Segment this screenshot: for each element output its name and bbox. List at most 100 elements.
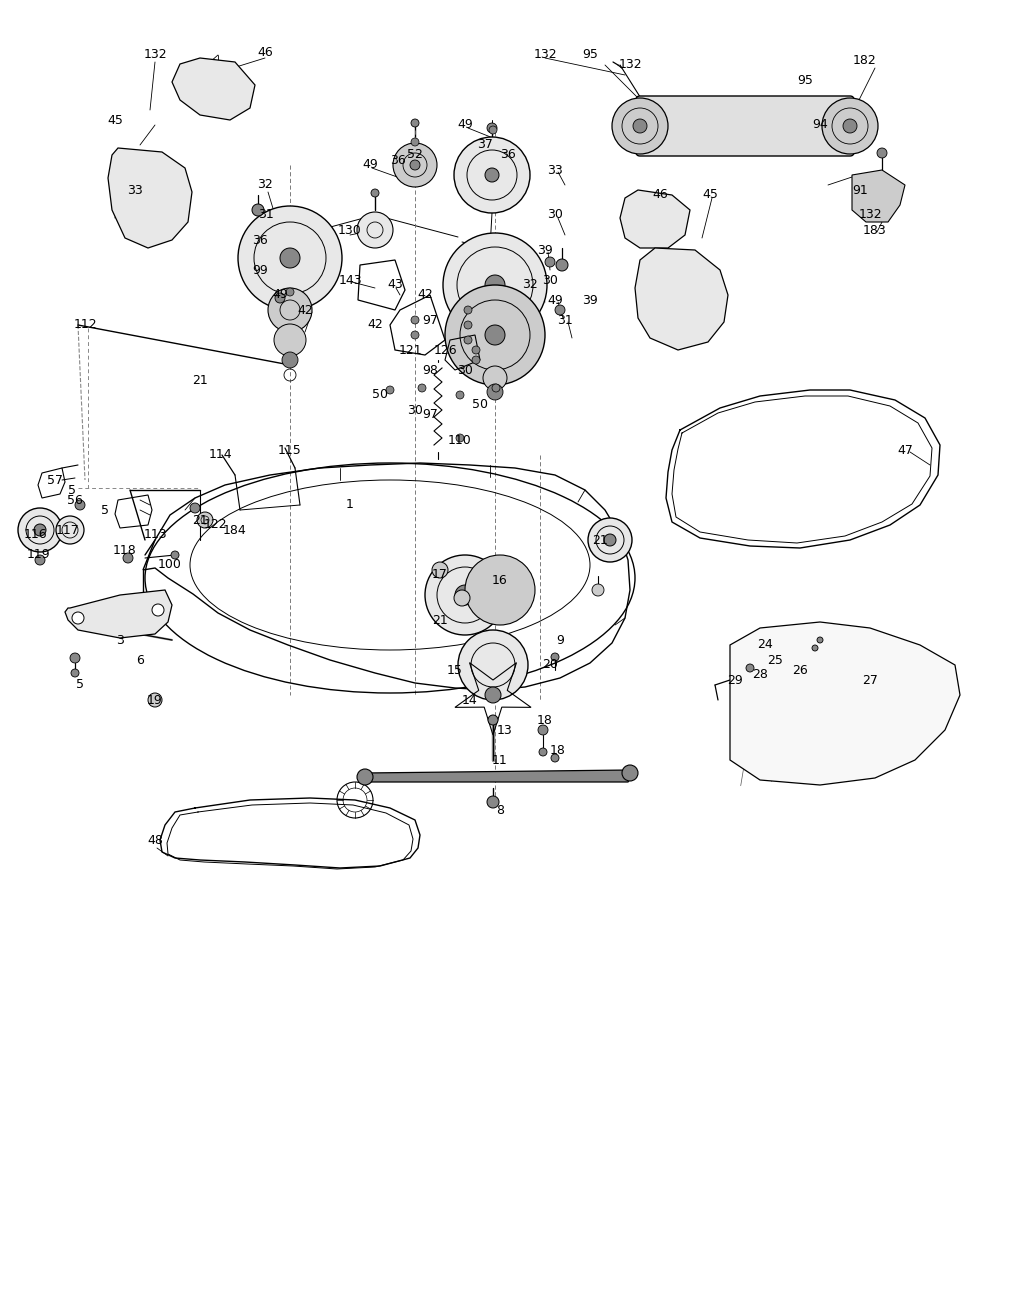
Text: 37: 37 <box>477 138 493 151</box>
Text: 17: 17 <box>432 569 447 582</box>
Text: 30: 30 <box>457 363 473 376</box>
Circle shape <box>622 765 638 780</box>
Circle shape <box>492 384 500 392</box>
Circle shape <box>472 357 480 365</box>
Circle shape <box>551 653 559 661</box>
FancyBboxPatch shape <box>636 96 854 157</box>
Circle shape <box>464 321 472 329</box>
Text: 46: 46 <box>257 46 272 58</box>
Text: 9: 9 <box>556 633 564 646</box>
Text: 33: 33 <box>547 163 563 176</box>
Circle shape <box>485 168 499 182</box>
Circle shape <box>487 122 497 133</box>
Circle shape <box>555 305 565 315</box>
Text: 13: 13 <box>497 724 513 737</box>
Circle shape <box>171 551 179 559</box>
Text: 36: 36 <box>252 233 268 246</box>
Circle shape <box>556 259 568 271</box>
Circle shape <box>485 275 505 295</box>
Circle shape <box>386 386 394 393</box>
Circle shape <box>56 516 84 544</box>
Circle shape <box>123 553 133 563</box>
Text: 97: 97 <box>422 313 438 326</box>
Circle shape <box>190 503 200 513</box>
Text: 6: 6 <box>136 654 144 666</box>
Text: 28: 28 <box>752 669 768 682</box>
Text: 27: 27 <box>862 674 878 687</box>
Text: 114: 114 <box>208 449 231 462</box>
Text: 32: 32 <box>522 279 538 292</box>
Text: 48: 48 <box>147 833 163 846</box>
Circle shape <box>454 590 470 605</box>
Text: 24: 24 <box>757 638 773 651</box>
Text: 119: 119 <box>27 549 50 562</box>
Text: 115: 115 <box>279 443 302 457</box>
Text: 29: 29 <box>727 674 742 687</box>
Text: 91: 91 <box>852 183 868 196</box>
Polygon shape <box>635 247 728 350</box>
Text: 117: 117 <box>56 524 80 537</box>
Circle shape <box>551 754 559 762</box>
Text: 18: 18 <box>550 744 566 757</box>
Circle shape <box>275 293 285 303</box>
Circle shape <box>357 769 373 786</box>
Text: 132: 132 <box>534 49 557 62</box>
Circle shape <box>746 665 754 672</box>
Polygon shape <box>852 170 905 222</box>
Text: 30: 30 <box>547 208 563 221</box>
Circle shape <box>268 288 312 332</box>
Text: 36: 36 <box>500 149 516 162</box>
Circle shape <box>538 725 548 736</box>
Circle shape <box>252 204 264 216</box>
Circle shape <box>456 391 464 399</box>
Text: 5: 5 <box>76 679 84 691</box>
Circle shape <box>357 212 393 247</box>
Text: 43: 43 <box>387 279 402 292</box>
Text: 49: 49 <box>272 288 288 301</box>
Circle shape <box>456 434 464 442</box>
Text: 116: 116 <box>24 529 47 541</box>
Text: 39: 39 <box>538 243 553 257</box>
Text: 8: 8 <box>496 804 504 816</box>
Circle shape <box>822 97 878 154</box>
Text: 42: 42 <box>417 288 433 301</box>
Text: 182: 182 <box>853 54 877 67</box>
Text: 56: 56 <box>67 494 83 507</box>
Circle shape <box>445 286 545 386</box>
Circle shape <box>472 346 480 354</box>
Text: 99: 99 <box>252 263 268 276</box>
Circle shape <box>411 316 419 324</box>
Text: 184: 184 <box>223 524 247 537</box>
Circle shape <box>35 555 45 565</box>
Text: 45: 45 <box>108 113 123 126</box>
Polygon shape <box>65 590 172 638</box>
Text: 21: 21 <box>432 613 447 626</box>
Text: 94: 94 <box>812 118 827 132</box>
Circle shape <box>464 307 472 315</box>
Text: 19: 19 <box>147 694 163 707</box>
Text: 110: 110 <box>449 433 472 446</box>
Circle shape <box>411 138 419 146</box>
Text: 95: 95 <box>797 74 813 87</box>
Text: 1: 1 <box>346 499 354 512</box>
Text: 36: 36 <box>390 154 406 167</box>
Circle shape <box>71 669 79 676</box>
Circle shape <box>148 694 162 707</box>
Text: 49: 49 <box>457 118 473 132</box>
Circle shape <box>539 747 547 755</box>
Circle shape <box>612 97 668 154</box>
Circle shape <box>425 555 505 636</box>
Circle shape <box>817 637 823 644</box>
Circle shape <box>588 519 632 562</box>
Text: 31: 31 <box>258 208 273 221</box>
Text: 49: 49 <box>547 293 563 307</box>
Polygon shape <box>620 190 690 247</box>
Circle shape <box>877 147 887 158</box>
Text: 18: 18 <box>537 713 553 726</box>
Text: 42: 42 <box>297 304 313 317</box>
Text: 26: 26 <box>793 663 808 676</box>
Circle shape <box>485 325 505 345</box>
Text: 5: 5 <box>101 504 109 516</box>
Circle shape <box>483 366 507 390</box>
Text: 132: 132 <box>858 208 882 221</box>
